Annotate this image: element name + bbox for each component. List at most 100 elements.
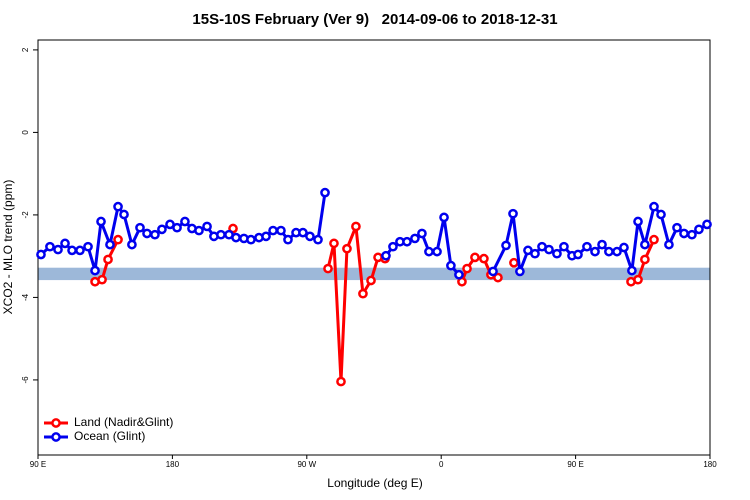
data-point bbox=[649, 201, 659, 212]
data-point bbox=[410, 233, 420, 244]
data-point bbox=[329, 238, 339, 249]
data-point bbox=[381, 250, 391, 261]
data-point bbox=[113, 201, 123, 212]
data-point bbox=[60, 238, 70, 249]
data-point bbox=[246, 234, 256, 245]
data-point bbox=[358, 288, 368, 299]
data-point bbox=[417, 228, 427, 239]
data-point bbox=[323, 263, 333, 274]
data-point bbox=[276, 225, 286, 236]
x-tick-label: 90 E bbox=[30, 460, 46, 469]
data-point bbox=[342, 243, 352, 254]
x-tick-label: 180 bbox=[166, 460, 180, 469]
y-tick-label: -2 bbox=[21, 211, 30, 219]
data-point bbox=[305, 231, 315, 242]
data-point bbox=[351, 221, 361, 232]
data-point bbox=[640, 239, 650, 250]
data-point bbox=[172, 222, 182, 233]
data-point bbox=[388, 241, 398, 252]
data-point bbox=[157, 224, 167, 235]
data-point bbox=[501, 240, 511, 251]
data-point bbox=[604, 246, 614, 257]
y-tick-label: 0 bbox=[21, 130, 30, 135]
data-point bbox=[268, 225, 278, 236]
series-line bbox=[94, 224, 656, 384]
data-point bbox=[439, 212, 449, 223]
data-point bbox=[552, 248, 562, 259]
data-point bbox=[633, 216, 643, 227]
data-point bbox=[590, 246, 600, 257]
chart-title: 15S-10S February (Ver 9) 2014-09-06 to 2… bbox=[192, 11, 557, 28]
data-point bbox=[672, 222, 682, 233]
data-point bbox=[649, 234, 659, 245]
data-point bbox=[180, 216, 190, 227]
data-point bbox=[702, 219, 712, 230]
data-point bbox=[105, 239, 115, 250]
data-point bbox=[694, 224, 704, 235]
data-point bbox=[45, 241, 55, 252]
data-point bbox=[366, 275, 376, 286]
data-point bbox=[336, 376, 346, 387]
data-point bbox=[119, 209, 129, 220]
data-point bbox=[446, 260, 456, 271]
data-point bbox=[582, 241, 592, 252]
data-point bbox=[53, 244, 63, 255]
data-point bbox=[470, 252, 480, 263]
data-point bbox=[515, 266, 525, 277]
data-point bbox=[127, 239, 137, 250]
data-point bbox=[298, 227, 308, 238]
data-point bbox=[402, 236, 412, 247]
data-point bbox=[627, 265, 637, 276]
data-point bbox=[97, 274, 107, 285]
data-point bbox=[509, 257, 519, 268]
data-point bbox=[612, 246, 622, 257]
x-tick-label: 0 bbox=[439, 460, 444, 469]
data-point bbox=[103, 254, 113, 265]
data-point bbox=[488, 266, 498, 277]
data-point bbox=[640, 254, 650, 265]
y-tick-label: -6 bbox=[21, 376, 30, 384]
data-point bbox=[493, 272, 503, 283]
y-axis-label: XCO2 - MLO trend (ppm) bbox=[1, 180, 15, 315]
data-point bbox=[194, 225, 204, 236]
legend-label: Land (Nadir&Glint) bbox=[74, 415, 173, 429]
data-point bbox=[202, 221, 212, 232]
data-point bbox=[424, 246, 434, 257]
data-point bbox=[597, 239, 607, 250]
data-point bbox=[150, 229, 160, 240]
y-tick-label: 2 bbox=[21, 47, 30, 52]
data-point bbox=[313, 234, 323, 245]
y-tick-label: -4 bbox=[21, 293, 30, 301]
data-point bbox=[479, 253, 489, 264]
data-point bbox=[96, 216, 106, 227]
data-point bbox=[687, 229, 697, 240]
data-point bbox=[83, 241, 93, 252]
x-tick-label: 180 bbox=[703, 460, 717, 469]
data-point bbox=[508, 208, 518, 219]
series-line bbox=[39, 192, 708, 276]
data-point bbox=[454, 269, 464, 280]
data-point bbox=[231, 232, 241, 243]
legend-label: Ocean (Glint) bbox=[74, 429, 145, 443]
data-point bbox=[113, 234, 123, 245]
data-point bbox=[135, 222, 145, 233]
legend-marker bbox=[51, 418, 61, 428]
data-point bbox=[573, 249, 583, 260]
data-point bbox=[216, 229, 226, 240]
data-point bbox=[90, 265, 100, 276]
x-tick-label: 90 W bbox=[297, 460, 316, 469]
data-point bbox=[261, 231, 271, 242]
data-point bbox=[664, 239, 674, 250]
data-point bbox=[633, 274, 643, 285]
data-point bbox=[530, 248, 540, 259]
data-point bbox=[67, 245, 77, 256]
data-point bbox=[320, 187, 330, 198]
data-point bbox=[36, 249, 46, 260]
data-point bbox=[619, 242, 629, 253]
data-point bbox=[142, 228, 152, 239]
x-axis-label: Longitude (deg E) bbox=[327, 476, 422, 490]
data-point bbox=[544, 244, 554, 255]
data-point bbox=[656, 209, 666, 220]
legend-marker bbox=[51, 432, 61, 442]
